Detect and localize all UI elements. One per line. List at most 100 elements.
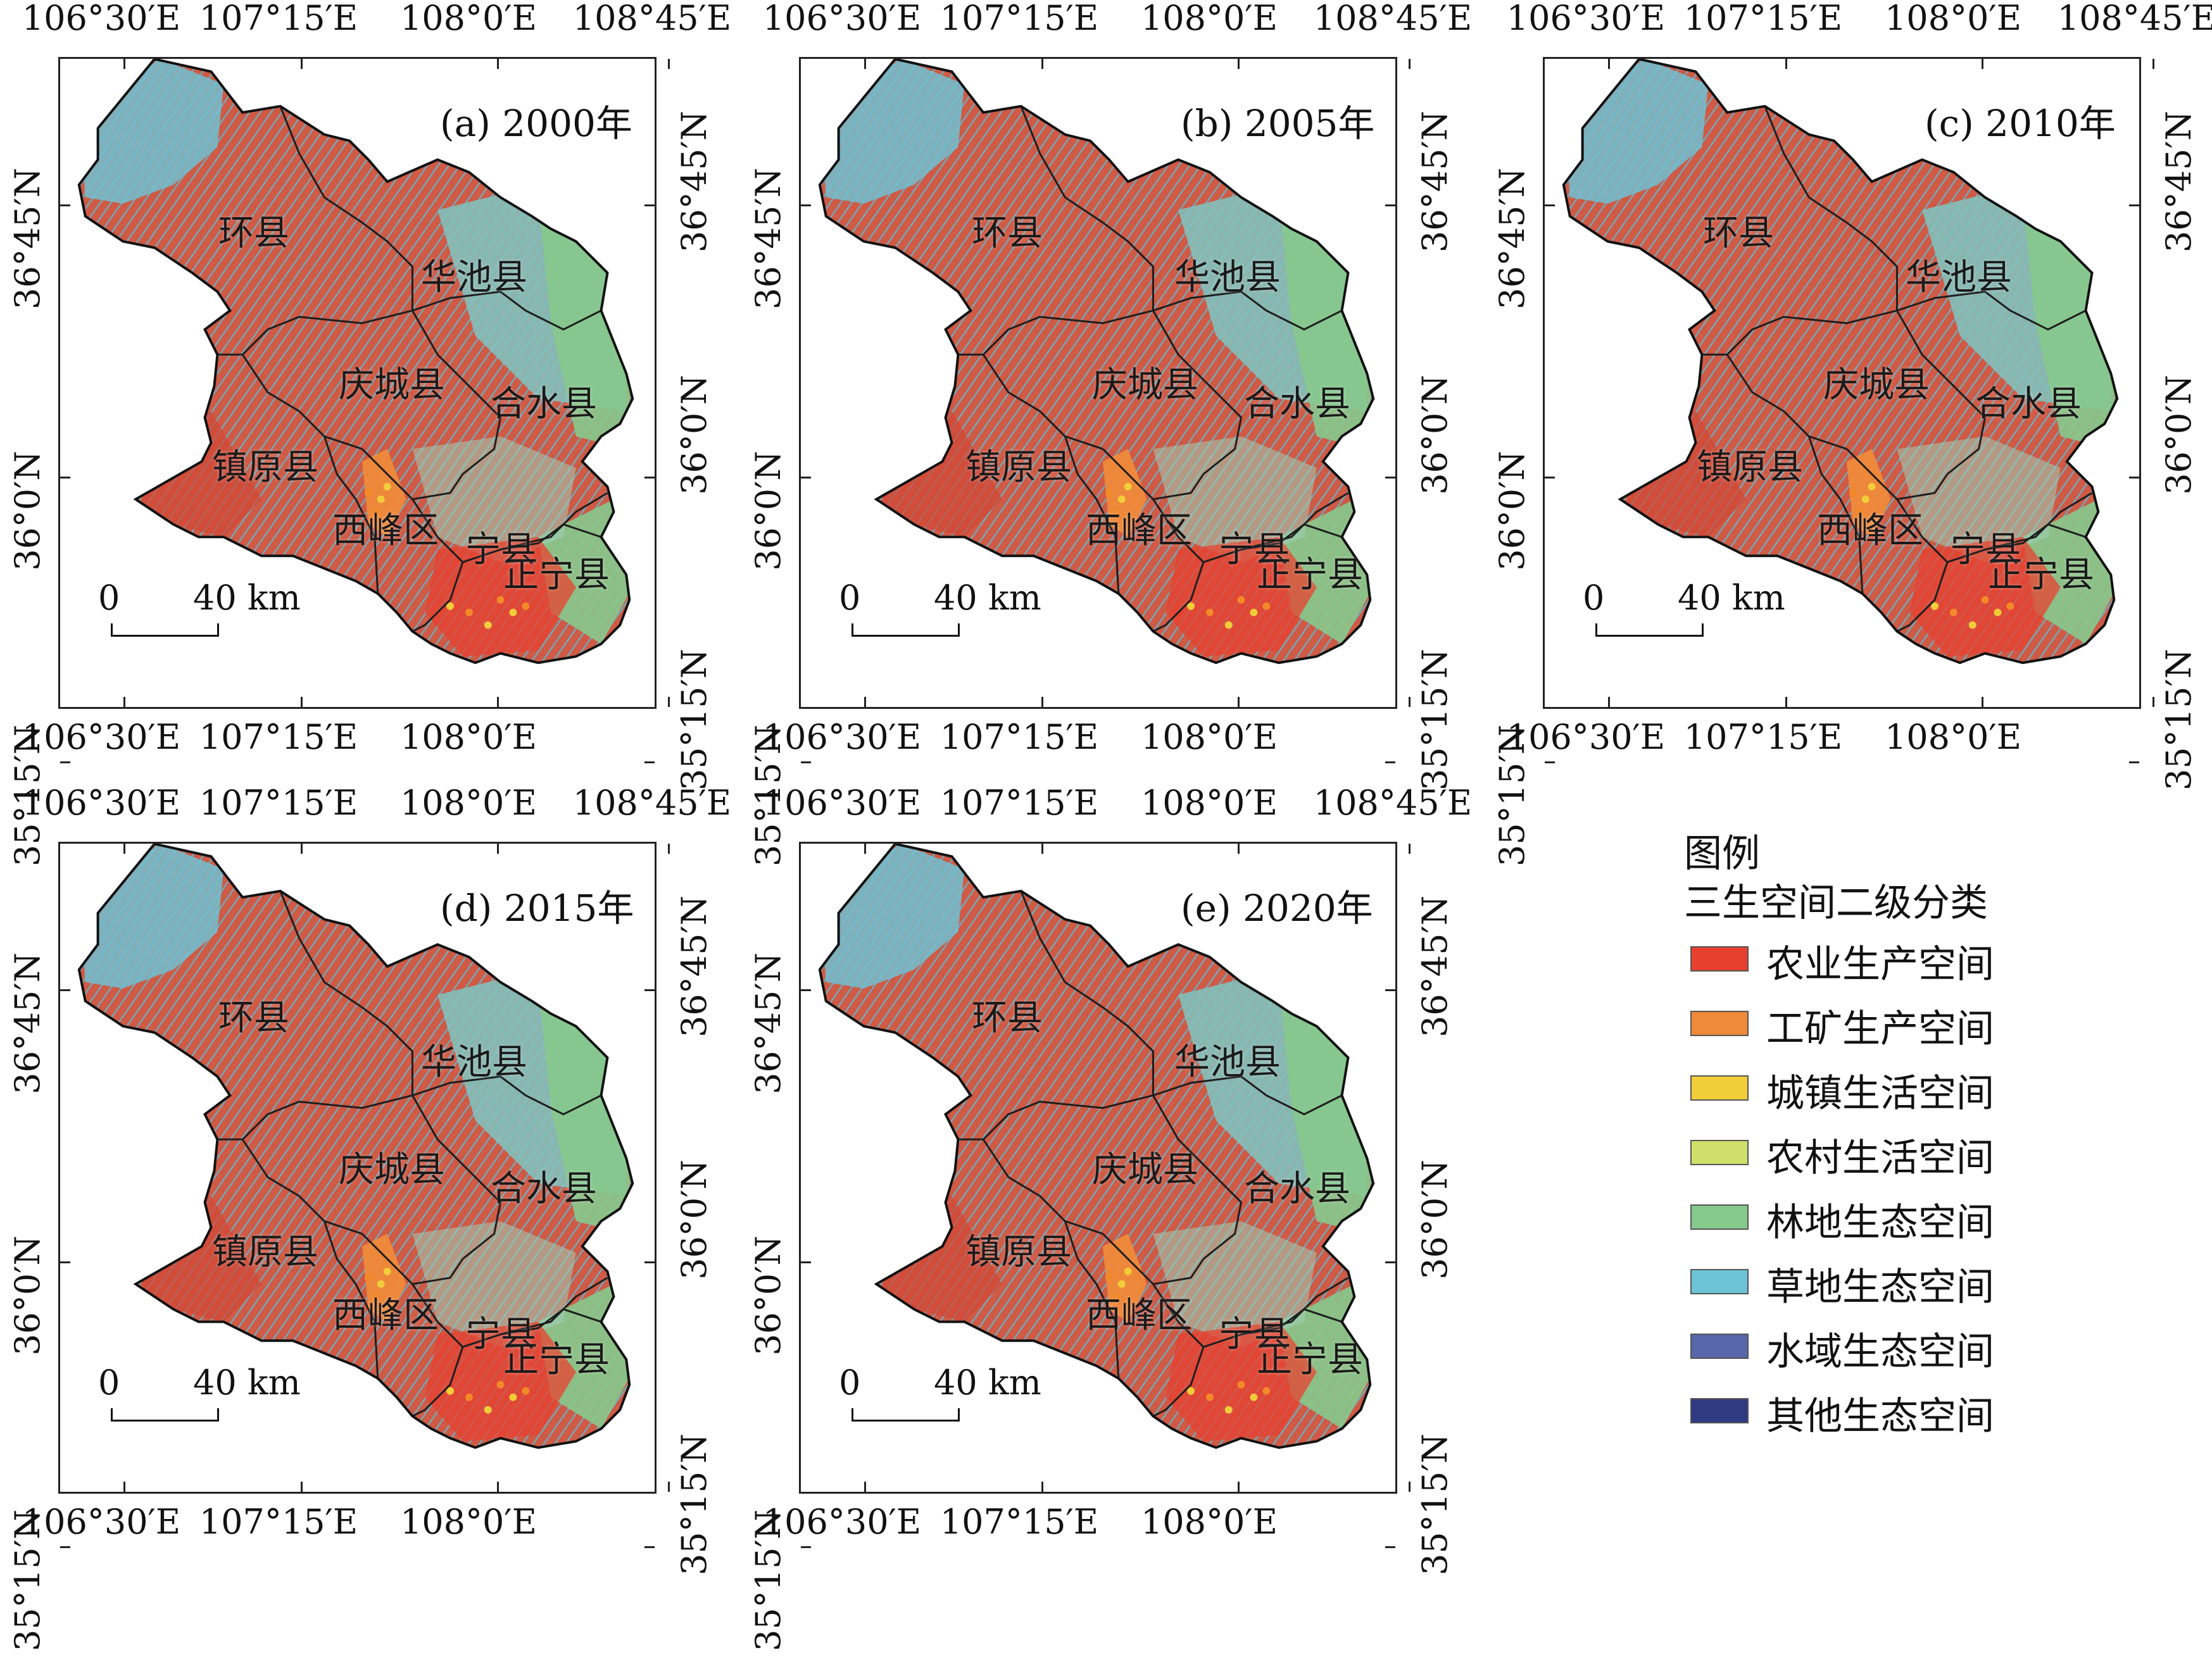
tick-mark — [1041, 844, 1043, 854]
settlement-pixel — [1124, 1267, 1132, 1275]
settlement-pixel — [1111, 508, 1119, 516]
right-tick-label: 35°15′N — [1415, 649, 1455, 791]
settlement-pixel — [364, 489, 372, 497]
scale-bar-line — [1595, 623, 1704, 637]
tick-mark — [644, 1261, 655, 1263]
tick-mark — [60, 761, 70, 763]
county-label: 合水县 — [1975, 384, 2082, 425]
top-tick-label: 108°0′E — [1140, 0, 1278, 38]
tick-mark — [644, 1546, 655, 1548]
tick-mark — [497, 844, 499, 854]
settlement-pixel — [364, 1273, 372, 1282]
legend-label: 草地生态空间 — [1766, 1265, 1994, 1310]
tick-mark — [801, 989, 811, 991]
tick-mark — [60, 477, 70, 478]
tick-mark — [1409, 1482, 1411, 1492]
legend-swatch — [1690, 1204, 1749, 1230]
county-boundary — [1152, 309, 1243, 475]
right-tick-label: 35°15′N — [674, 1434, 714, 1575]
tick-mark — [1545, 761, 1555, 763]
scale-bar-line — [851, 623, 960, 637]
scale-zero-label: 0 — [1583, 578, 1605, 618]
legend-item-grassland: 草地生态空间 — [1684, 1256, 2140, 1310]
region-outline — [1562, 59, 2119, 665]
settlement-pixel — [383, 482, 391, 491]
settlement-pixel — [383, 1267, 391, 1275]
tick-mark — [801, 1261, 811, 1263]
top-tick-label: 108°0′E — [399, 0, 537, 38]
settlement-pixel — [1224, 621, 1233, 629]
county-label: 正宁县 — [1257, 554, 1363, 596]
top-tick-label: 107°15′E — [939, 0, 1099, 38]
county-boundary — [1985, 523, 2087, 551]
county-label: 镇原县 — [965, 447, 1072, 488]
county-boundary — [217, 309, 413, 356]
left-tick-label: 36°45′N — [8, 168, 47, 309]
legend-swatch — [1690, 1011, 1749, 1036]
tick-mark — [2129, 204, 2139, 206]
settlement-pixel — [1224, 1406, 1233, 1414]
map-panel-a: 106°30′E 107°15′E 108°0′E 108°45′E 106°30′E 1… — [0, 0, 731, 866]
bottom-tick-label: 107°15′E — [199, 1502, 358, 1542]
top-tick-label: 106°30′E — [762, 783, 922, 823]
settlement-pixel — [1205, 608, 1214, 616]
county-label: 西峰区 — [1086, 510, 1192, 551]
settlement-pixel — [377, 495, 385, 503]
settlement-pixel — [1868, 482, 1876, 491]
map-panel-d: 106°30′E 107°15′E 108°0′E 108°45′E 106°30′E 1… — [0, 783, 732, 1651]
tick-mark — [1041, 1482, 1043, 1492]
county-boundary — [1845, 448, 1949, 501]
tick-mark — [1385, 989, 1395, 991]
county-label: 合水县 — [1244, 384, 1350, 425]
right-tick-label: 36°0′N — [674, 1160, 714, 1280]
county-label: 合水县 — [491, 1168, 597, 1210]
county-label: 华池县 — [1174, 257, 1281, 298]
top-tick-label: 108°45′E — [572, 783, 732, 823]
county-label: 华池县 — [421, 1042, 527, 1083]
tick-mark — [1409, 844, 1411, 854]
panel-title: (a) 2000年 — [440, 102, 632, 145]
legend-item-urban: 城镇生活空间 — [1684, 1063, 2140, 1116]
legend-item-agricultural: 农业生产空间 — [1684, 934, 2140, 987]
settlement-pixel — [1237, 596, 1245, 604]
county-boundary — [500, 523, 602, 551]
right-tick-label: 35°15′N — [2159, 649, 2199, 791]
tick-mark — [497, 697, 499, 707]
county-boundary — [323, 1220, 379, 1378]
tick-mark — [864, 844, 866, 854]
tick-mark — [1982, 59, 1983, 69]
region-outline — [818, 59, 1375, 665]
settlement-pixel — [1111, 1292, 1119, 1301]
legend: 图例 三生空间二级分类 农业生产空间 工矿生产空间 城镇生活空间 农村生活空间 … — [1671, 823, 2152, 1456]
county-boundary — [1064, 1220, 1120, 1378]
panel-title: (e) 2020年 — [1181, 887, 1373, 930]
map-panel-c: 106°30′E 107°15′E 108°0′E 108°45′E 106°30′E 1… — [1485, 0, 2212, 866]
county-boundary — [982, 354, 1103, 450]
tick-mark — [1785, 59, 1787, 69]
top-tick-label: 106°30′E — [22, 783, 181, 823]
scale-zero-label: 0 — [98, 578, 120, 618]
legend-swatch — [1690, 946, 1749, 972]
bottom-tick-label: 108°0′E — [1884, 717, 2022, 757]
settlement-pixel — [522, 602, 530, 610]
county-boundary — [1896, 309, 1987, 475]
settlement-pixel — [465, 608, 473, 616]
legend-swatch — [1690, 1334, 1749, 1359]
left-tick-label: 35°15′N — [748, 1510, 788, 1651]
tick-mark — [668, 844, 670, 854]
right-tick-label: 36°45′N — [2159, 111, 2199, 253]
county-label: 环县 — [972, 997, 1043, 1039]
legend-label: 其他生态空间 — [1766, 1394, 1994, 1439]
tick-mark — [1982, 697, 1983, 707]
land-use-map — [1562, 59, 2119, 665]
bottom-tick-label: 108°0′E — [399, 1502, 537, 1542]
county-label: 庆城县 — [1092, 365, 1198, 406]
right-tick-label: 36°45′N — [674, 111, 714, 253]
land-use-map — [818, 844, 1375, 1449]
settlement-pixel — [1187, 602, 1195, 610]
right-tick-label: 36°45′N — [1415, 896, 1455, 1037]
top-tick-label: 107°15′E — [939, 783, 1099, 823]
left-tick-label: 35°15′N — [8, 1510, 47, 1651]
county-label: 西峰区 — [332, 1295, 439, 1336]
county-boundary — [1064, 435, 1120, 594]
